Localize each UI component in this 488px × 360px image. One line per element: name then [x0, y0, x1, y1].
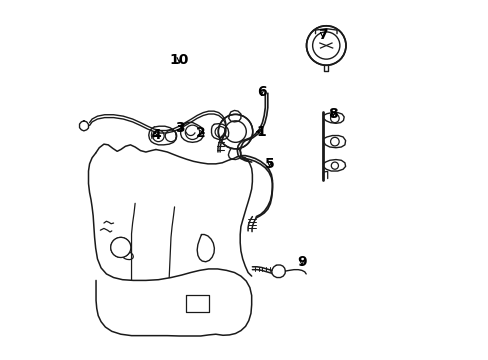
Text: 4: 4 [151, 128, 161, 142]
Text: 9: 9 [296, 256, 306, 270]
Circle shape [306, 26, 346, 65]
Text: 5: 5 [264, 157, 274, 171]
Text: 6: 6 [256, 85, 266, 99]
Text: 8: 8 [328, 107, 338, 121]
Text: 3: 3 [175, 121, 184, 135]
Text: 7: 7 [317, 28, 327, 42]
Circle shape [110, 237, 131, 257]
Text: 2: 2 [196, 126, 205, 140]
Text: 1: 1 [256, 125, 266, 139]
Circle shape [218, 114, 252, 149]
Text: 10: 10 [169, 53, 188, 67]
